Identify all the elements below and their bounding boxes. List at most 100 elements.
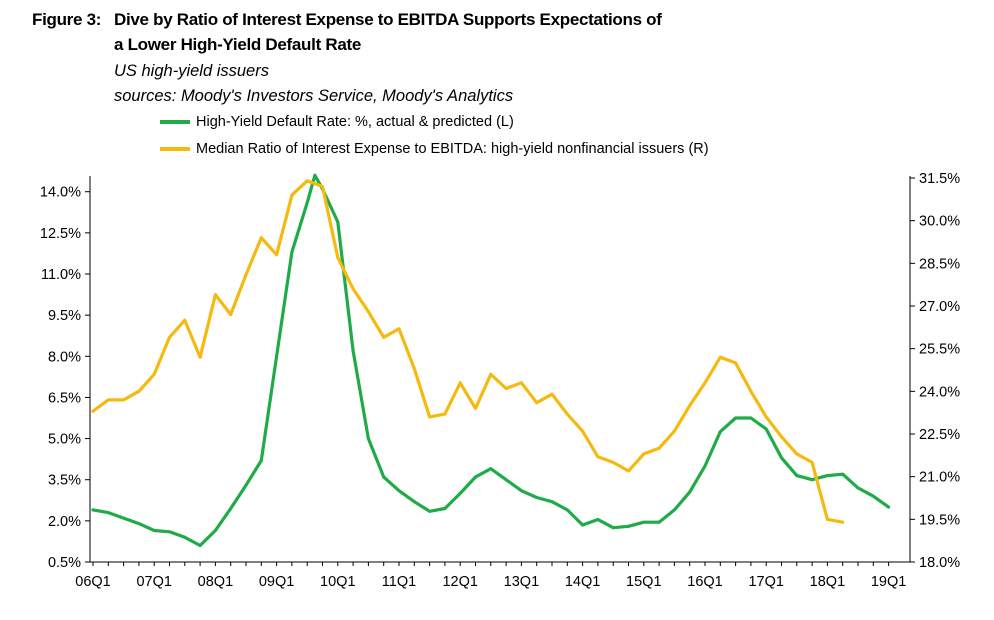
point-median-ratio — [122, 398, 126, 402]
point-default-rate — [428, 509, 432, 513]
y-right-tick-label: 19.5% — [919, 512, 960, 528]
point-median-ratio — [565, 412, 569, 416]
point-median-ratio — [106, 398, 110, 402]
point-median-ratio — [443, 412, 447, 416]
point-default-rate — [611, 526, 615, 530]
y-left-tick-label: 2.0% — [48, 514, 81, 530]
point-median-ratio — [596, 455, 600, 459]
point-median-ratio — [474, 406, 477, 410]
y-left-tick-label: 0.5% — [48, 555, 81, 571]
point-median-ratio — [519, 381, 523, 385]
point-default-rate — [749, 416, 753, 420]
point-median-ratio — [336, 256, 340, 260]
point-default-rate — [412, 500, 416, 504]
point-median-ratio — [137, 389, 141, 393]
point-default-rate — [841, 472, 845, 476]
legend-label-default-rate: High-Yield Default Rate: %, actual & pre… — [196, 114, 514, 130]
legend-item-default-rate: High-Yield Default Rate: %, actual & pre… — [160, 114, 514, 130]
y-left-tick-label: 11.0% — [41, 267, 81, 283]
y-left-tick-label: 3.5% — [48, 473, 81, 489]
point-median-ratio — [305, 179, 309, 183]
point-default-rate — [458, 491, 462, 495]
point-default-rate — [565, 508, 569, 512]
y-left-tick-label: 6.5% — [48, 390, 81, 406]
point-median-ratio — [244, 273, 248, 277]
point-default-rate — [259, 459, 263, 463]
point-median-ratio — [290, 193, 294, 197]
x-tick-label: 12Q1 — [442, 574, 477, 590]
point-default-rate — [198, 544, 202, 548]
x-tick-label: 07Q1 — [136, 574, 171, 590]
point-median-ratio — [229, 313, 233, 317]
point-median-ratio — [91, 409, 95, 413]
figure-label: Figure 3: — [32, 10, 102, 29]
point-median-ratio — [703, 381, 707, 385]
point-median-ratio — [458, 381, 462, 385]
point-default-rate — [474, 475, 477, 479]
point-median-ratio — [489, 372, 493, 376]
point-median-ratio — [351, 287, 355, 291]
point-default-rate — [305, 201, 309, 205]
point-default-rate — [504, 478, 508, 482]
point-median-ratio — [275, 253, 279, 257]
point-default-rate — [244, 483, 248, 487]
point-median-ratio — [535, 401, 539, 405]
point-median-ratio — [321, 185, 324, 189]
point-default-rate — [596, 517, 600, 521]
point-default-rate — [627, 524, 630, 528]
series-line-default-rate — [91, 173, 891, 548]
point-median-ratio — [825, 517, 829, 521]
point-default-rate — [581, 523, 585, 527]
point-default-rate — [152, 528, 156, 532]
point-default-rate — [703, 464, 707, 468]
point-default-rate — [871, 494, 875, 498]
point-median-ratio — [152, 372, 156, 376]
point-default-rate — [550, 500, 554, 504]
x-tick-label: 17Q1 — [748, 574, 783, 590]
point-default-rate — [764, 427, 768, 431]
point-default-rate — [336, 220, 340, 224]
point-median-ratio — [841, 520, 845, 524]
point-median-ratio — [764, 415, 768, 419]
legend-swatch-median-ratio — [160, 147, 190, 151]
x-tick-label: 16Q1 — [687, 574, 722, 590]
x-tick-label: 18Q1 — [810, 574, 845, 590]
chart-header: Figure 3: Dive by Ratio of Interest Expen… — [0, 0, 994, 170]
point-default-rate — [642, 520, 646, 524]
point-median-ratio — [428, 415, 432, 419]
point-median-ratio — [611, 460, 615, 464]
point-median-ratio — [259, 236, 263, 240]
y-left-tick-label: 8.0% — [48, 349, 81, 365]
point-median-ratio — [168, 335, 171, 339]
point-median-ratio — [688, 404, 692, 408]
point-default-rate — [887, 505, 891, 509]
legend-item-median-ratio: Median Ratio of Interest Expense to EBIT… — [160, 141, 709, 157]
y-left-tick-label: 12.5% — [40, 226, 81, 242]
point-median-ratio — [382, 335, 386, 339]
point-median-ratio — [366, 310, 370, 314]
point-median-ratio — [504, 386, 508, 390]
point-median-ratio — [672, 429, 676, 433]
y-left-tick-label: 14.0% — [40, 185, 81, 201]
x-tick-label: 15Q1 — [626, 574, 661, 590]
point-default-rate — [275, 354, 279, 358]
y-right-tick-label: 30.0% — [919, 214, 960, 230]
point-median-ratio — [550, 392, 554, 396]
figure-title-line2: a Lower High-Yield Default Rate — [114, 35, 361, 54]
point-default-rate — [734, 416, 738, 420]
point-median-ratio — [749, 389, 753, 393]
point-default-rate — [443, 507, 447, 511]
point-default-rate — [183, 535, 187, 539]
y-right-tick-label: 25.5% — [919, 342, 960, 358]
figure-subtitle: US high-yield issuers — [114, 62, 269, 80]
series-line-median-ratio — [91, 179, 845, 524]
point-median-ratio — [734, 361, 738, 365]
x-tick-label: 13Q1 — [504, 574, 539, 590]
legend-swatch-default-rate — [160, 120, 190, 124]
figure-sources: sources: Moody's Investors Service, Mood… — [114, 87, 514, 105]
point-median-ratio — [412, 367, 416, 371]
point-median-ratio — [581, 429, 585, 433]
point-default-rate — [122, 516, 126, 520]
point-default-rate — [290, 250, 294, 254]
point-default-rate — [519, 489, 523, 493]
